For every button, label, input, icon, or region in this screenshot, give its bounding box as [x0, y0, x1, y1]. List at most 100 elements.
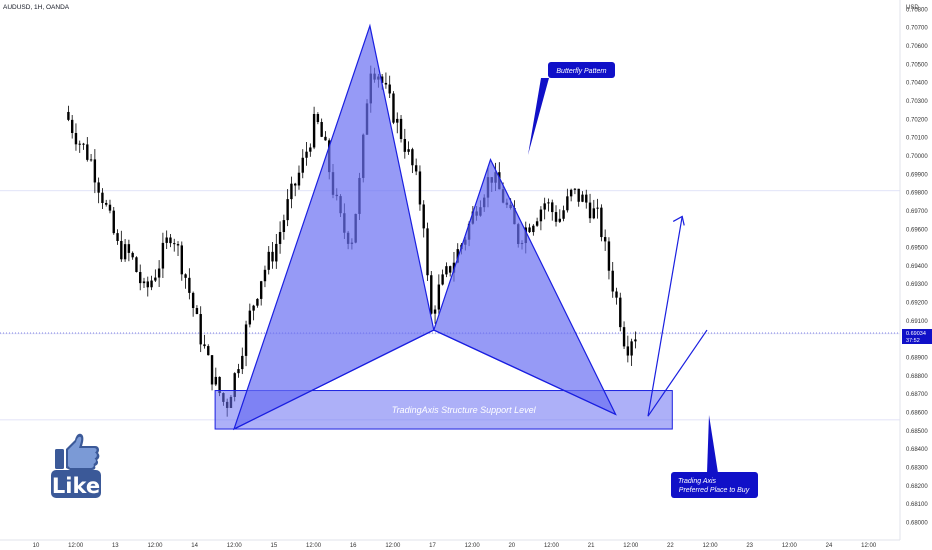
candle-body: [173, 243, 176, 245]
candle-body: [248, 310, 252, 325]
candle-body: [399, 118, 403, 140]
candle-body: [551, 202, 554, 213]
time-tick-label: 22: [667, 543, 674, 549]
candle-body: [93, 159, 97, 183]
price-tick-label: 0.70600: [906, 44, 928, 50]
candle-body: [127, 244, 131, 253]
candle-body: [195, 308, 199, 315]
candle-body: [316, 114, 320, 123]
candle-body: [108, 204, 112, 211]
candle-body: [150, 280, 153, 288]
pattern-leg-bd: [433, 329, 616, 415]
price-tick-label: 0.70500: [906, 62, 928, 68]
candle-body: [396, 118, 399, 123]
price-tick-label: 0.68100: [906, 502, 928, 508]
candle-body: [199, 314, 202, 345]
candle-body: [569, 189, 573, 197]
candle-body: [547, 202, 550, 204]
candle-body: [123, 244, 127, 260]
candle-body: [105, 202, 108, 205]
candle-body: [176, 244, 180, 246]
candle-body: [210, 355, 214, 385]
support-zone-label: TradingAxis Structure Support Level: [392, 405, 537, 415]
candle-body: [445, 266, 448, 275]
candle-body: [218, 376, 221, 394]
time-tick-label: 12:00: [227, 543, 243, 549]
symbol-label: AUDUSD, 1H, OANDA: [3, 4, 70, 11]
candle-body: [70, 119, 74, 133]
buy-callout-box: [671, 472, 758, 498]
price-axis: USD 0.70800 0.70700 0.70600 0.70500 0.70400 0…: [899, 0, 928, 540]
time-tick-label: 20: [508, 543, 515, 549]
price-tick-label: 0.68600: [906, 411, 928, 417]
candle-body: [441, 274, 444, 285]
price-tick-label: 0.69100: [906, 319, 928, 325]
current-price-value: 0.69034: [906, 331, 926, 337]
price-tag-box: [902, 328, 932, 344]
price-tick-label: 0.68900: [906, 356, 928, 362]
candle-body: [297, 172, 301, 186]
current-price-tag: 0.69034 37:52: [902, 328, 932, 344]
time-tick-label: 10: [33, 543, 40, 549]
candle-body: [448, 266, 452, 273]
candle-body: [233, 373, 236, 397]
candle-body: [411, 149, 414, 166]
candle-body: [286, 199, 289, 221]
candle-body: [581, 194, 584, 202]
price-tick-label: 0.70000: [906, 154, 928, 160]
time-tick-label: 12:00: [147, 543, 163, 549]
butterfly-callout-box: [548, 62, 615, 78]
candle-body: [543, 203, 546, 210]
candle-body: [414, 165, 418, 172]
candle-body: [267, 251, 270, 270]
price-tick-label: 0.68400: [906, 447, 928, 453]
candle-body: [203, 344, 206, 347]
time-tick-label: 12:00: [782, 543, 798, 549]
candle-body: [78, 143, 81, 145]
candle-body: [116, 233, 119, 241]
price-tick-label: 0.69300: [906, 282, 928, 288]
candle-body: [294, 183, 297, 186]
price-tick-label: 0.69800: [906, 191, 928, 197]
candle-body: [142, 281, 146, 284]
candle-body: [131, 252, 134, 258]
thumbs-up-icon: [55, 433, 100, 470]
time-tick-label: 12:00: [861, 543, 877, 549]
candle-body: [180, 245, 183, 275]
like-badge-text: Like: [52, 474, 100, 498]
candle-body: [169, 237, 172, 244]
candle-body: [422, 204, 425, 229]
candle-body: [535, 221, 539, 226]
countdown-value: 37:52: [906, 338, 920, 344]
butterfly-pattern: [232, 23, 617, 431]
price-tick-label: 0.69900: [906, 172, 928, 178]
candle-body: [252, 305, 255, 311]
callouts: Butterfly Pattern Trading Axis Preferred…: [528, 62, 758, 498]
candle-body: [566, 196, 569, 211]
candle-body: [120, 240, 123, 260]
projection-up-leg: [647, 216, 683, 417]
candle-body: [74, 132, 78, 145]
candle-body: [161, 242, 165, 269]
candle-body: [207, 346, 210, 356]
candle-body: [89, 159, 93, 161]
candle-body: [259, 281, 263, 299]
candle-body: [244, 324, 248, 356]
candle-body: [241, 355, 244, 370]
candle-body: [588, 202, 592, 219]
time-tick-label: 17: [429, 543, 436, 549]
price-tick-label: 0.70700: [906, 26, 928, 32]
price-tick-label: 0.69400: [906, 264, 928, 270]
time-tick-label: 12:00: [68, 543, 84, 549]
candle-body: [301, 157, 304, 173]
time-tick-label: 24: [826, 543, 833, 549]
currency-label: USD: [906, 5, 919, 11]
candle-body: [86, 144, 89, 160]
pattern-leg-xb: [233, 329, 435, 430]
price-tick-label: 0.68800: [906, 374, 928, 380]
candle-body: [407, 149, 410, 152]
candle-body: [558, 218, 561, 222]
candle-body: [188, 277, 191, 293]
candle-body: [528, 227, 531, 233]
candle-body: [430, 275, 433, 314]
